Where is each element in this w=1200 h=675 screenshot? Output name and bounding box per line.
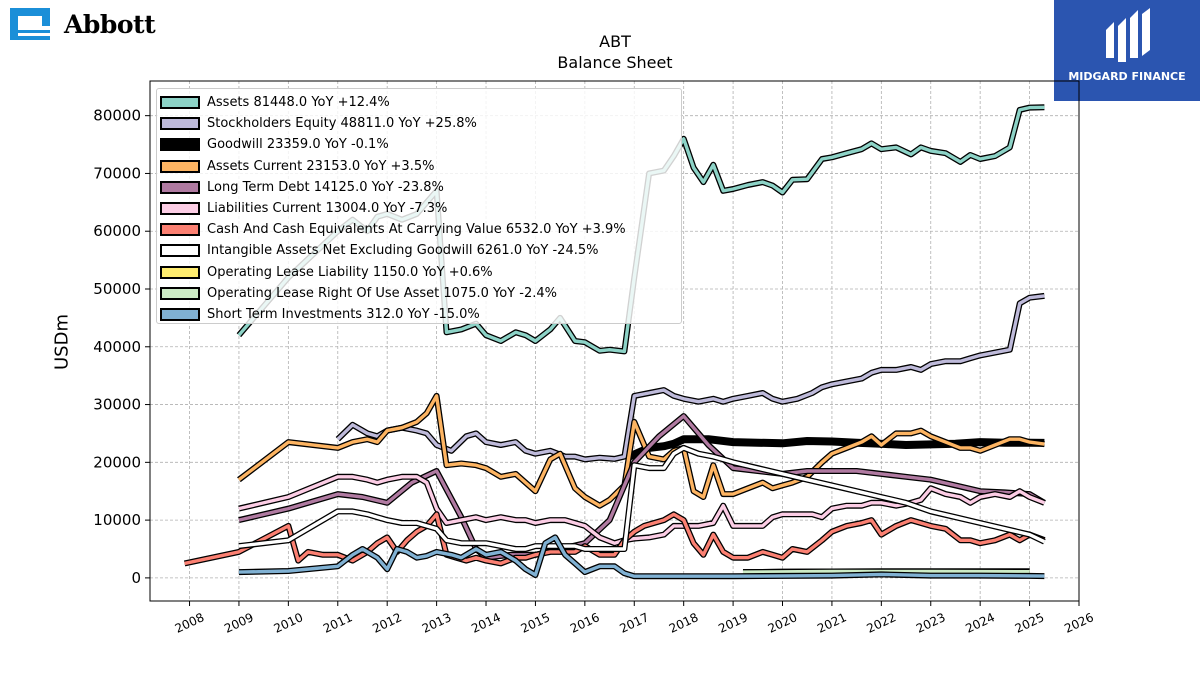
series-line xyxy=(238,446,1046,551)
legend-swatch xyxy=(160,180,200,194)
series-5 xyxy=(238,473,1046,547)
legend-swatch xyxy=(160,244,200,258)
y-tick-label: 60000 xyxy=(93,222,141,240)
x-tick-label: 2022 xyxy=(865,610,899,636)
legend-swatch xyxy=(160,307,200,321)
legend-item: Assets Current 23153.0 YoY +3.5% xyxy=(157,156,681,177)
x-tick-label: 2023 xyxy=(914,610,948,636)
y-tick-label: 0 xyxy=(131,569,141,587)
series-line xyxy=(238,535,1045,578)
legend-item: Liabilities Current 13004.0 YoY -7.3% xyxy=(157,198,681,219)
legend-swatch xyxy=(160,117,200,131)
x-tick-label: 2008 xyxy=(173,610,207,636)
legend-label: Intangible Assets Net Excluding Goodwill… xyxy=(207,243,599,259)
legend-label: Assets 81448.0 YoY +12.4% xyxy=(207,95,390,111)
legend-swatch xyxy=(160,202,200,216)
legend-item: Operating Lease Right Of Use Asset 1075.… xyxy=(157,283,681,304)
series-10 xyxy=(238,534,1045,580)
legend: Assets 81448.0 YoY +12.4% Stockholders Eq… xyxy=(156,88,682,324)
y-tick-label: 40000 xyxy=(93,338,141,356)
x-tick-label: 2024 xyxy=(963,610,997,636)
y-tick-label: 20000 xyxy=(93,453,141,471)
legend-label: Liabilities Current 13004.0 YoY -7.3% xyxy=(207,201,448,217)
legend-item: Stockholders Equity 48811.0 YoY +25.8% xyxy=(157,113,681,134)
midgard-logo-icon xyxy=(1106,8,1150,62)
x-tick-label: 2012 xyxy=(370,610,404,636)
x-tick-label: 2011 xyxy=(321,610,355,636)
legend-item: Short Term Investments 312.0 YoY -15.0% xyxy=(157,304,681,325)
abbott-logo-icon xyxy=(10,8,50,40)
x-tick-label: 2013 xyxy=(420,610,454,636)
y-tick-label: 80000 xyxy=(93,107,141,125)
legend-label: Stockholders Equity 48811.0 YoY +25.8% xyxy=(207,116,477,132)
legend-item: Goodwill 23359.0 YoY -0.1% xyxy=(157,134,681,155)
legend-item: Intangible Assets Net Excluding Goodwill… xyxy=(157,240,681,261)
legend-label: Operating Lease Right Of Use Asset 1075.… xyxy=(207,285,557,301)
partner-name: MIDGARD FINANCE xyxy=(1068,70,1186,83)
legend-swatch xyxy=(160,223,200,237)
legend-label: Assets Current 23153.0 YoY +3.5% xyxy=(207,158,435,174)
partner-logo: MIDGARD FINANCE xyxy=(1054,0,1200,101)
brand-name: Abbott xyxy=(64,9,156,39)
x-tick-label: 2016 xyxy=(568,610,602,636)
x-tick-label: 2019 xyxy=(716,610,750,636)
plot-frame xyxy=(149,80,1080,602)
legend-swatch xyxy=(160,286,200,300)
chart-subtitle: Balance Sheet xyxy=(557,53,673,72)
y-tick-label: 50000 xyxy=(93,280,141,298)
series-7 xyxy=(238,444,1046,552)
series-1 xyxy=(335,292,1045,463)
y-tick-label: 30000 xyxy=(93,396,141,414)
legend-label: Long Term Debt 14125.0 YoY -23.8% xyxy=(207,179,444,195)
legend-label: Operating Lease Liability 1150.0 YoY +0.… xyxy=(207,264,493,280)
series-2 xyxy=(627,435,1045,461)
x-tick-label: 2014 xyxy=(469,610,503,636)
legend-label: Goodwill 23359.0 YoY -0.1% xyxy=(207,137,389,153)
legend-swatch xyxy=(160,265,200,279)
series-layer xyxy=(183,104,1046,580)
series-line xyxy=(336,294,1045,462)
brand-header: Abbott xyxy=(6,6,156,42)
series-line xyxy=(238,475,1046,545)
legend-swatch xyxy=(160,96,200,110)
legend-swatch xyxy=(160,138,200,152)
legend-item: Assets 81448.0 YoY +12.4% xyxy=(157,92,681,113)
legend-label: Short Term Investments 312.0 YoY -15.0% xyxy=(207,306,480,322)
y-tick-label: 10000 xyxy=(93,511,141,529)
x-tick-label: 2018 xyxy=(667,610,701,636)
x-tick-label: 2020 xyxy=(766,610,800,636)
series-line xyxy=(184,512,1045,566)
legend-swatch xyxy=(160,159,200,173)
chart-title: ABT xyxy=(599,32,631,51)
x-tick-label: 2017 xyxy=(617,610,651,636)
x-tick-label: 2021 xyxy=(815,610,849,636)
y-tick-label: 70000 xyxy=(93,164,141,182)
legend-label: Cash And Cash Equivalents At Carrying Va… xyxy=(207,222,626,238)
legend-item: Long Term Debt 14125.0 YoY -23.8% xyxy=(157,177,681,198)
x-tick-label: 2015 xyxy=(519,610,553,636)
x-tick-label: 2009 xyxy=(222,610,256,636)
legend-item: Cash And Cash Equivalents At Carrying Va… xyxy=(157,219,681,240)
x-tick-label: 2010 xyxy=(272,610,306,636)
series-line xyxy=(627,435,1045,461)
series-6 xyxy=(183,511,1046,567)
x-tick-label: 2025 xyxy=(1013,610,1047,636)
x-tick-label: 2026 xyxy=(1062,610,1096,636)
legend-item: Operating Lease Liability 1150.0 YoY +0.… xyxy=(157,262,681,283)
